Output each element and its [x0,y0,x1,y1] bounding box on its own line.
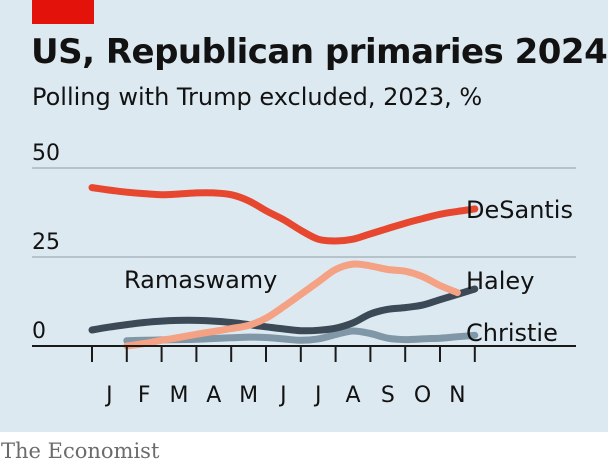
series-line-desantis [88,184,479,245]
x-tick-label: F [138,383,151,408]
y-tick-label: 25 [32,230,60,255]
series-label-desantis: DeSantis [466,196,573,224]
series-line-ramaswamy [88,285,479,335]
series-label-ramaswamy: Ramaswamy [124,266,277,294]
x-tick-label: J [278,383,287,408]
y-tick-labels: 0 25 50 [32,141,60,344]
x-tick-label: M [170,383,189,408]
source-credit: The Economist [1,439,160,463]
x-tick-label: J [104,383,113,408]
y-tick-label: 0 [32,319,46,344]
chart-title: US, Republican primaries 2024 [31,32,608,72]
x-tick-label: S [381,383,395,408]
chart-subtitle: Polling with Trump excluded, 2023, % [32,83,483,111]
series-lines [88,184,479,350]
x-tick-label: A [206,383,221,408]
x-tick-label: O [414,383,431,408]
economist-red-tag [32,0,94,24]
series-labels: DeSantis Haley Ramaswamy Christie [124,196,573,347]
y-tick-label: 50 [32,141,60,166]
x-tick-label: J [313,383,322,408]
series-line-haley [123,260,461,350]
series-label-haley: Haley [466,267,534,295]
x-tick-label: M [239,383,258,408]
chart-panel [0,0,608,432]
gridlines [32,167,576,258]
x-tick-label: N [449,383,465,408]
x-tick-label: A [345,383,360,408]
series-label-christie: Christie [466,319,558,347]
